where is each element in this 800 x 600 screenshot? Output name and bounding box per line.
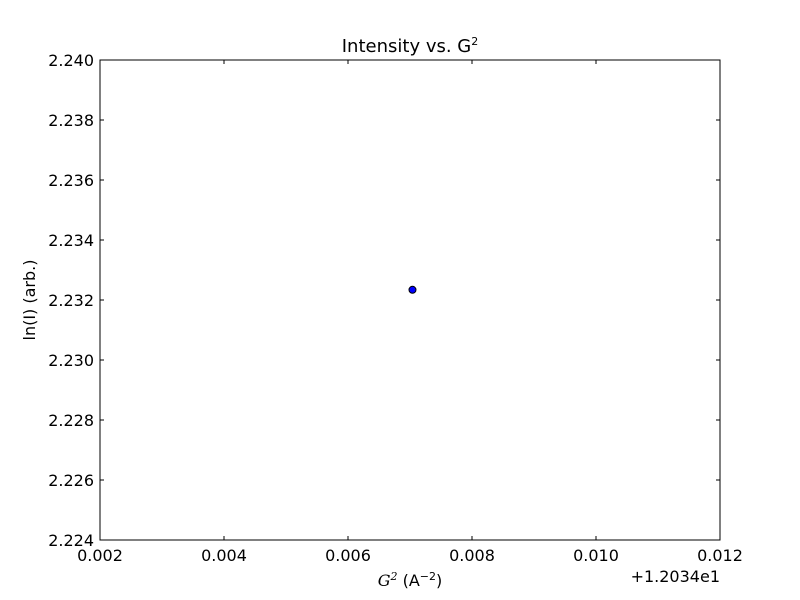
y-tick-label: 2.230 — [48, 351, 94, 370]
chart-title-main: Intensity vs. G — [342, 36, 472, 57]
chart-title: Intensity vs. G2 — [342, 35, 479, 57]
x-axis-label-unit-close: ) — [436, 571, 442, 590]
data-point — [408, 285, 417, 294]
x-tick-label: 0.008 — [449, 546, 495, 565]
y-tick-label: 2.228 — [48, 411, 94, 430]
y-tick-label: 2.234 — [48, 231, 94, 250]
plot-area — [100, 60, 720, 540]
chart-title-sup: 2 — [471, 35, 478, 48]
x-tick-label: 0.006 — [325, 546, 371, 565]
x-tick-label: 0.002 — [77, 546, 123, 565]
y-tick-label: 2.240 — [48, 51, 94, 70]
x-axis-label: G2 (A−2) — [378, 570, 443, 590]
y-tick-label: 2.224 — [48, 531, 94, 550]
ticks: 0.002 0.004 0.006 0.008 0.010 0.012 2.224 2.226… — [48, 51, 743, 565]
x-axis-label-unit-sup: −2 — [420, 570, 436, 583]
y-tick-label: 2.226 — [48, 471, 94, 490]
plot-frame — [99, 59, 721, 541]
x-axis-label-unit-open: (A — [398, 571, 420, 590]
x-axis-offset-label: +1.2034e1 — [631, 567, 720, 586]
x-axis-label-var-sup: 2 — [390, 570, 398, 583]
y-tick-label: 2.232 — [48, 291, 94, 310]
x-axis-label-var: G — [378, 571, 391, 590]
y-tick-label: 2.238 — [48, 111, 94, 130]
x-tick-label: 0.010 — [573, 546, 619, 565]
y-axis-label: ln(I) (arb.) — [20, 260, 39, 341]
y-tick-label: 2.236 — [48, 171, 94, 190]
data-points — [408, 285, 417, 294]
x-tick-label: 0.012 — [697, 546, 743, 565]
x-tick-label: 0.004 — [201, 546, 247, 565]
